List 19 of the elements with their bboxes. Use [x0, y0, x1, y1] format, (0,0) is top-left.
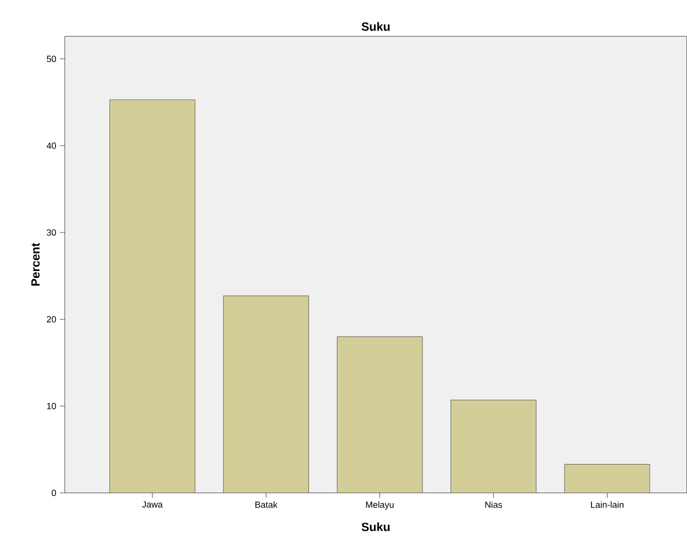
- bar: [450, 400, 536, 493]
- y-tick-label: 0: [52, 490, 56, 496]
- y-tick-label: 30: [46, 229, 56, 236]
- x-tick-label: Melayu: [366, 501, 394, 510]
- bar: [336, 336, 423, 493]
- x-tick-label: Lain-lain: [591, 501, 624, 508]
- y-tick-label: 50: [46, 56, 56, 62]
- x-tick-label: Nias: [485, 501, 502, 508]
- bar: [110, 100, 196, 493]
- y-tick-label: 10: [47, 403, 56, 410]
- y-tick-label: 20: [46, 316, 56, 323]
- y-tick-label: 40: [46, 142, 56, 149]
- x-tick-label: Batak: [255, 501, 278, 508]
- bar: [564, 464, 650, 493]
- x-tick-label: Jawa: [142, 501, 163, 508]
- bar: [223, 296, 309, 493]
- x-axis-title: Suku: [362, 522, 390, 532]
- y-axis-title: Percent: [31, 243, 40, 286]
- chart-title: Suku: [362, 22, 390, 31]
